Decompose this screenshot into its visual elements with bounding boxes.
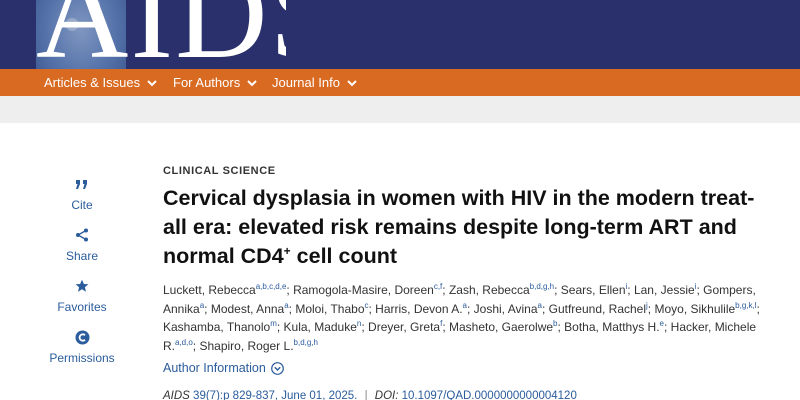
doi-link[interactable]: 10.1097/QAD.0000000000004120 [401, 390, 577, 400]
citation-line: AIDS 39(7):p 829-837, June 01, 2025. | D… [163, 390, 577, 400]
article-title-end: cell count [290, 244, 398, 268]
author-affiliation[interactable]: a,b,c,d,e [255, 282, 287, 291]
author-name[interactable]: Gompers, Annika [163, 283, 756, 316]
citation-journal: AIDS [163, 390, 190, 400]
chevron-down-icon [247, 78, 257, 88]
citation-volume-link[interactable]: 39(7):p 829-837, June 01, 2025. [193, 390, 358, 400]
author-name[interactable]: Gutfreund, Rachel [548, 301, 647, 316]
author-name[interactable]: Dreyer, Greta [368, 320, 441, 334]
author-name[interactable]: Masheto, Gaerolwe [448, 320, 554, 334]
author-affiliation[interactable]: b,g,k,l [735, 300, 757, 310]
author-affiliation[interactable]: c,f [433, 282, 443, 291]
chevron-down-circle-icon [270, 361, 284, 375]
author-name[interactable]: Sears, Ellen [560, 283, 626, 297]
masthead: AIDS [0, 0, 800, 69]
nav-item-label: Journal Info [272, 75, 340, 90]
favorites-button[interactable]: Favorites [42, 278, 122, 314]
nav-articles-issues[interactable]: Articles & Issues [44, 69, 157, 96]
author-name[interactable]: Hacker, Michele R. [163, 320, 757, 353]
main-nav: Articles & Issues For Authors Journal In… [0, 69, 800, 96]
article-title-superscript: + [283, 243, 291, 258]
permissions-label: Permissions [49, 351, 115, 365]
share-label: Share [65, 249, 99, 263]
author-affiliation[interactable]: b,d,g,h [529, 282, 555, 291]
author-name[interactable]: Botha, Matthys H. [564, 320, 660, 334]
share-icon [75, 227, 89, 243]
nav-journal-info[interactable]: Journal Info [272, 69, 357, 96]
author-affiliation[interactable]: a [284, 300, 289, 310]
author-affiliation[interactable]: a,d,o [175, 337, 193, 347]
doi-label: DOI: [374, 390, 399, 400]
author-affiliation[interactable]: c [364, 300, 369, 310]
citation-separator: | [364, 390, 368, 400]
author-affiliation[interactable]: a [537, 300, 542, 310]
author-affiliation[interactable]: b,d,g,h [293, 337, 318, 347]
author-name[interactable]: Moyo, Sikhulile [654, 301, 736, 316]
author-affiliation[interactable]: a [462, 300, 467, 310]
nav-item-label: Articles & Issues [44, 75, 141, 90]
author-name[interactable]: Zash, Rebecca [448, 283, 530, 297]
author-affiliation[interactable]: n [356, 319, 362, 328]
author-affiliation[interactable]: m [270, 319, 277, 328]
quote-icon [75, 176, 89, 192]
journal-logo[interactable]: AIDS [36, 0, 286, 69]
author-name[interactable]: Harris, Devon A. [375, 301, 463, 316]
author-affiliation[interactable]: j [646, 300, 648, 310]
secondary-bar [0, 96, 800, 123]
author-name[interactable]: Joshi, Avina [473, 301, 538, 316]
author-information-label: Author Information [163, 361, 266, 375]
permissions-button[interactable]: Permissions [42, 329, 122, 365]
logo-text: AIDS [36, 0, 286, 69]
author-affiliation[interactable]: a [199, 300, 205, 310]
star-icon [75, 278, 89, 294]
author-list: Luckett, Rebeccaa,b,c,d,e; Ramogola-Masi… [163, 282, 760, 353]
chevron-down-icon [347, 78, 357, 88]
author-affiliation[interactable]: i [694, 282, 697, 291]
author-affiliation[interactable]: f [440, 319, 443, 328]
globe-graphic [36, 0, 126, 69]
author-name[interactable]: Luckett, Rebecca [163, 283, 256, 297]
author-name[interactable]: Ramogola-Masire, Doreen [293, 283, 434, 297]
nav-for-authors[interactable]: For Authors [173, 69, 257, 96]
share-button[interactable]: Share [42, 227, 122, 263]
author-affiliation[interactable]: i [625, 282, 628, 291]
cite-label: Cite [71, 198, 93, 212]
article-title-main: Cervical dysplasia in women with HIV in … [163, 186, 755, 268]
author-information-toggle[interactable]: Author Information [163, 361, 284, 375]
author-name[interactable]: Lan, Jessie [633, 283, 695, 297]
chevron-down-icon [147, 78, 157, 88]
author-name[interactable]: Kashamba, Thanolo [163, 320, 271, 334]
copyright-icon [75, 329, 90, 345]
author-name[interactable]: Modest, Anna [210, 301, 285, 316]
nav-item-label: For Authors [173, 75, 241, 90]
author-name[interactable]: Kula, Maduke [283, 320, 357, 334]
cite-button[interactable]: Cite [42, 176, 122, 212]
author-affiliation[interactable]: e [659, 319, 664, 328]
article-section-label: CLINICAL SCIENCE [163, 165, 276, 177]
author-affiliation[interactable]: b [553, 319, 558, 328]
author-name[interactable]: Moloi, Thabo [295, 301, 365, 316]
article-title: Cervical dysplasia in women with HIV in … [163, 184, 763, 271]
favorites-label: Favorites [57, 300, 107, 314]
author-name[interactable]: Shapiro, Roger L. [199, 338, 294, 353]
